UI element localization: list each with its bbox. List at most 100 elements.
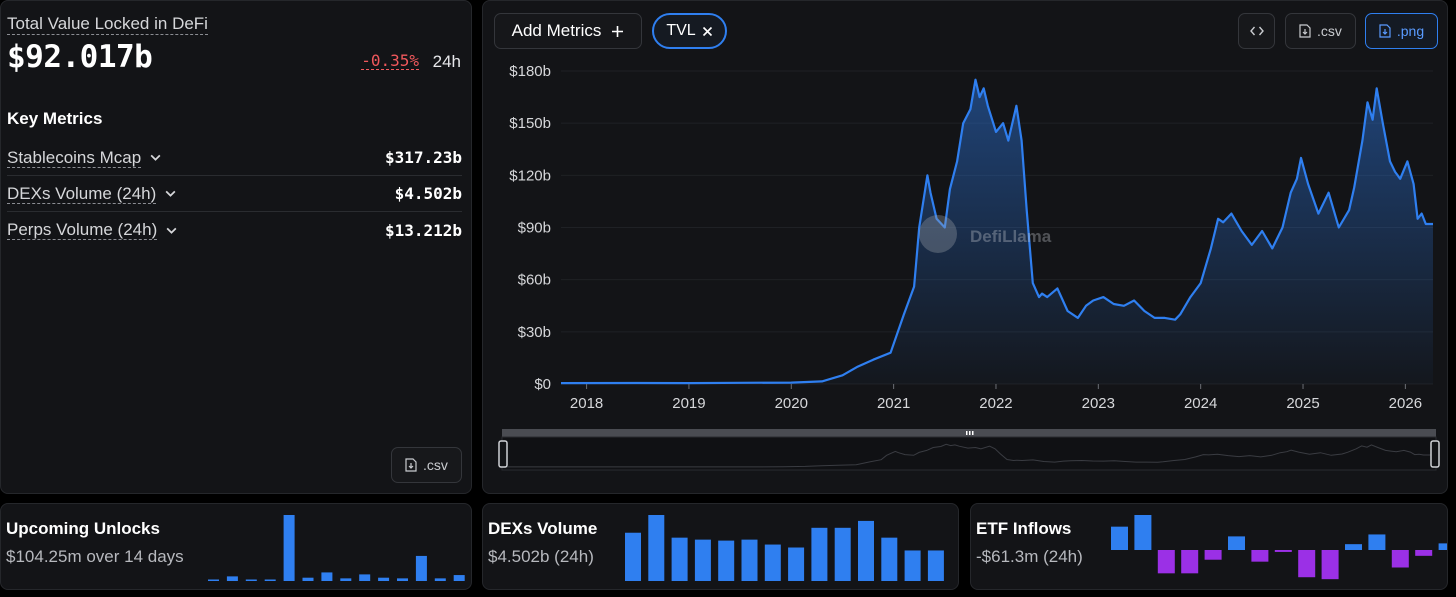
code-icon <box>1249 26 1264 36</box>
unlock-bar <box>415 555 427 581</box>
download-png-button[interactable]: .png <box>1365 13 1438 49</box>
download-csv-button[interactable]: .csv <box>391 447 462 483</box>
metric-row-dexs-volume[interactable]: DEXs Volume (24h) $4.502b <box>7 176 462 212</box>
x-tick-label: 2024 <box>1184 395 1217 412</box>
plus-icon <box>612 25 624 37</box>
watermark-text: DefiLlama <box>970 227 1052 246</box>
unlock-bar <box>359 574 371 581</box>
metric-value: $317.23b <box>384 148 462 167</box>
download-file-icon <box>1299 24 1311 38</box>
etf-flow-bar <box>1298 550 1316 578</box>
etf-flow-bar <box>1415 550 1433 556</box>
chevron-down-icon[interactable] <box>149 151 162 164</box>
etf-flow-bar <box>1228 536 1245 550</box>
unlock-bar <box>283 515 295 581</box>
range-handle-right[interactable] <box>1430 440 1440 468</box>
y-tick-label: $120b <box>509 167 551 184</box>
range-preview-line <box>507 443 1431 468</box>
x-tick-label: 2021 <box>877 395 910 412</box>
x-tick-label: 2019 <box>672 395 705 412</box>
dexs-volume-card[interactable]: DEXs Volume $4.502b (24h) <box>482 503 959 590</box>
chevron-down-icon[interactable] <box>164 187 177 200</box>
tvl-change: -0.35% <box>361 51 419 70</box>
add-metrics-button[interactable]: Add Metrics <box>494 13 642 49</box>
etf-flow-bar <box>1111 526 1128 550</box>
dex-volume-bar <box>741 539 758 581</box>
dex-volume-bar <box>694 539 711 581</box>
unlock-bar <box>302 577 314 581</box>
dex-volume-bar <box>764 544 781 581</box>
etf-flow-bar <box>1321 550 1339 580</box>
y-tick-label: $0 <box>534 376 551 393</box>
range-window <box>501 436 1437 471</box>
y-tick-label: $90b <box>518 220 551 237</box>
dex-volume-bar <box>648 515 665 581</box>
range-drag-grip-icon[interactable] <box>966 431 974 435</box>
download-image-icon <box>1379 24 1391 38</box>
unlocks-bar-chart <box>208 515 465 581</box>
png-label: .png <box>1396 23 1425 39</box>
tvl-title[interactable]: Total Value Locked in DeFi <box>7 14 208 35</box>
dex-volume-bar <box>788 547 805 581</box>
tvl-overview-card: Total Value Locked in DeFi $92.017b -0.3… <box>0 0 472 494</box>
x-tick-label: 2018 <box>570 395 603 412</box>
add-metrics-label: Add Metrics <box>511 21 602 40</box>
etf-flow-bar <box>1134 515 1152 550</box>
x-tick-label: 2022 <box>979 395 1012 412</box>
key-metrics-title: Key Metrics <box>7 109 103 128</box>
etf-flow-bar <box>1181 550 1199 574</box>
tvl-value: $92.017b <box>7 39 153 75</box>
metric-row-perps-volume[interactable]: Perps Volume (24h) $13.212b <box>7 212 462 248</box>
etf-flow-bar <box>1438 543 1447 550</box>
etf-flow-bar <box>1345 544 1362 550</box>
unlock-bar <box>378 577 390 581</box>
unlock-bar <box>208 579 219 581</box>
dex-volume-bar <box>625 532 641 581</box>
y-tick-label: $180b <box>509 63 551 80</box>
unlock-bar <box>321 572 333 581</box>
etf-flow-bar <box>1157 550 1175 574</box>
y-tick-label: $30b <box>518 324 551 341</box>
unlock-bar <box>434 578 446 581</box>
unlock-bar <box>397 578 408 581</box>
download-csv-button[interactable]: .csv <box>1285 13 1356 49</box>
etf-flow-bar <box>1251 550 1269 562</box>
dex-volume-bar <box>811 527 828 581</box>
chevron-down-icon[interactable] <box>165 224 178 237</box>
range-selector[interactable] <box>498 429 1440 471</box>
unlock-bar <box>245 579 257 581</box>
etf-flow-bar <box>1391 550 1409 568</box>
metric-row-stablecoins[interactable]: Stablecoins Mcap $317.23b <box>7 140 462 176</box>
unlocks-subtitle: $104.25m over 14 days <box>6 547 184 566</box>
metric-name: Perps Volume (24h) <box>7 220 158 240</box>
dex-volume-bar <box>858 520 874 581</box>
dex-volume-bar <box>671 537 688 581</box>
x-tick-label: 2023 <box>1082 395 1115 412</box>
tvl-chart-card: DefiLlama $0 $30b $60b $90b $120b $150b $180b … <box>482 0 1448 494</box>
x-tick-label: 2025 <box>1286 395 1319 412</box>
x-tick-label: 2020 <box>775 395 808 412</box>
y-tick-label: $60b <box>518 272 551 289</box>
embed-code-button[interactable] <box>1238 13 1275 49</box>
etf-inflows-bar-chart <box>1111 515 1447 580</box>
tvl-chart[interactable]: DefiLlama $0$30b$60b$90b$120b$150b$180b … <box>483 1 1448 494</box>
metric-value: $4.502b <box>394 184 462 203</box>
unlock-bar <box>340 578 352 581</box>
tvl-metric-chip[interactable]: TVL <box>652 13 727 49</box>
unlock-bar <box>226 576 238 581</box>
etf-flow-bar <box>1274 550 1292 552</box>
download-file-icon <box>405 458 417 472</box>
range-handle-left[interactable] <box>498 440 508 468</box>
dex-title: DEXs Volume <box>488 519 598 538</box>
unlock-bar <box>453 575 465 581</box>
upcoming-unlocks-card[interactable]: Upcoming Unlocks $104.25m over 14 days <box>0 503 472 590</box>
metric-name: DEXs Volume (24h) <box>7 183 157 204</box>
tvl-area <box>561 79 1433 384</box>
close-icon[interactable] <box>702 26 713 37</box>
etf-inflows-card[interactable]: ETF Inflows -$61.3m (24h) <box>970 503 1448 590</box>
dex-volume-bar <box>834 527 851 581</box>
dex-volume-bar <box>718 540 735 581</box>
tvl-line <box>560 78 1433 385</box>
metric-name: Stablecoins Mcap <box>7 147 142 168</box>
defillama-watermark: DefiLlama <box>919 215 1052 253</box>
